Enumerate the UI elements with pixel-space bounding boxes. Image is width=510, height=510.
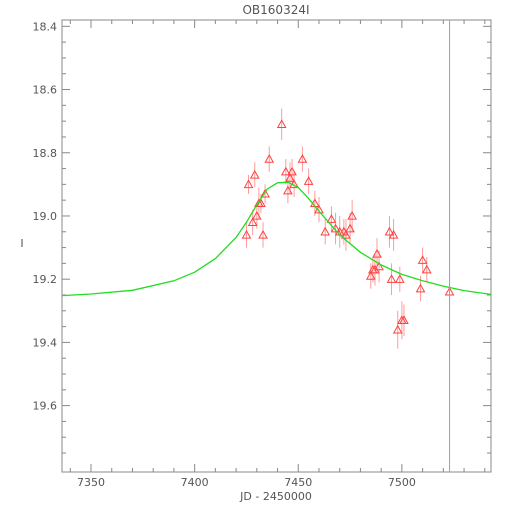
data-point <box>415 283 426 293</box>
data-point <box>251 210 262 220</box>
data-points <box>241 119 455 334</box>
data-point <box>386 274 397 283</box>
axes <box>61 19 492 473</box>
x-tick-label: 7350 <box>77 476 105 489</box>
model-curve <box>61 181 492 297</box>
data-point <box>258 229 268 239</box>
y-tick-label: 18.6 <box>33 84 58 97</box>
data-point <box>320 226 331 236</box>
plot-frame <box>61 19 492 473</box>
y-tick-label: 18.8 <box>33 147 58 160</box>
data-point <box>285 173 295 182</box>
data-point <box>394 274 405 283</box>
data-point <box>241 229 252 239</box>
chart-title: OB160324I <box>242 3 309 17</box>
data-point <box>249 169 260 179</box>
data-point <box>372 248 382 258</box>
data-point <box>326 214 337 223</box>
data-point <box>421 264 432 274</box>
model-curve-group <box>61 181 492 297</box>
data-point <box>260 188 270 198</box>
data-point <box>392 324 403 334</box>
x-tick-label: 7450 <box>284 476 312 489</box>
x-tick-label: 7500 <box>388 476 416 489</box>
data-point <box>264 154 275 163</box>
data-point <box>297 154 308 163</box>
data-point <box>256 198 266 208</box>
y-tick-label: 19.2 <box>33 273 58 286</box>
data-point <box>347 210 357 220</box>
data-point <box>374 261 384 271</box>
y-tick-label: 18.4 <box>33 20 58 33</box>
y-tick-label: 19.0 <box>33 210 58 223</box>
y-axis-label: I <box>20 237 23 250</box>
errorbars <box>245 108 451 349</box>
data-point <box>280 166 291 176</box>
x-tick-label: 7400 <box>181 476 209 489</box>
data-point <box>345 223 355 233</box>
data-point <box>417 255 428 264</box>
data-point <box>303 176 314 185</box>
data-point <box>341 229 351 239</box>
data-point <box>399 315 409 324</box>
y-tick-label: 19.4 <box>33 336 58 349</box>
data-point <box>283 185 293 195</box>
data-point <box>243 179 254 189</box>
data-point <box>287 166 297 176</box>
data-point <box>388 229 399 239</box>
data-point <box>276 119 287 129</box>
x-axis-label: JD - 2450000 <box>239 490 312 503</box>
y-tick-label: 19.6 <box>33 400 58 413</box>
data-point <box>247 217 258 226</box>
data-point <box>365 270 376 280</box>
data-point <box>384 226 395 236</box>
ticks: 7350 7400 7450 7500 18.4 18.6 18.8 19.0 19.2 19.4… <box>33 20 491 489</box>
